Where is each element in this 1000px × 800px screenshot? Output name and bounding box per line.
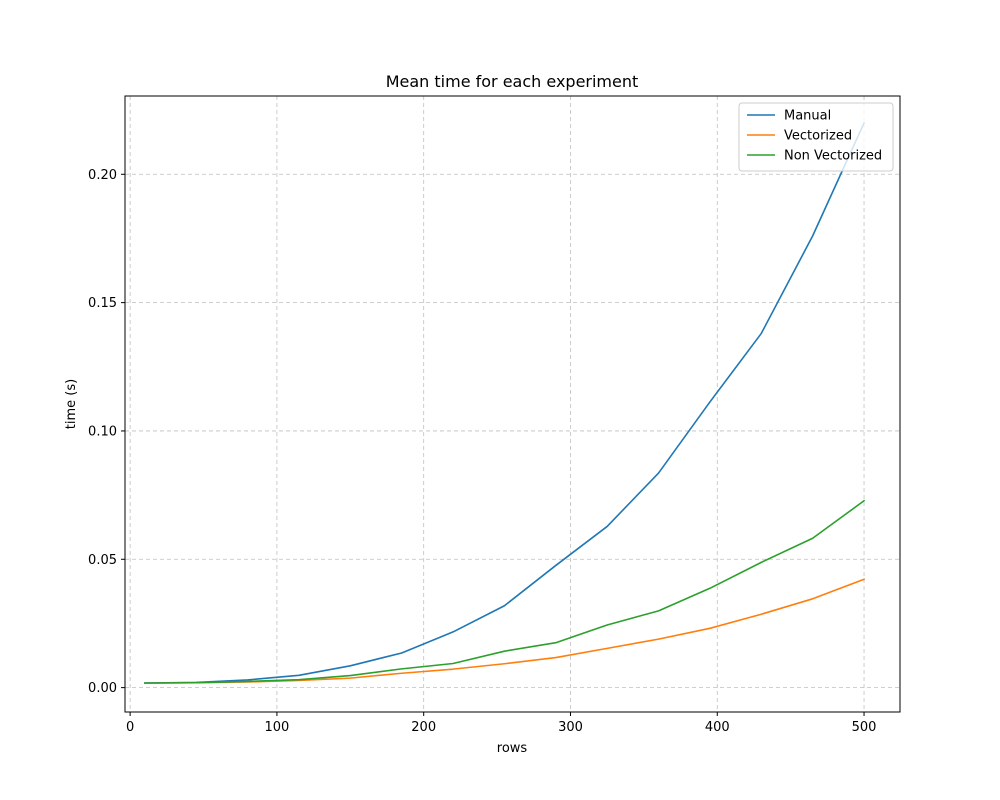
y-tick-label: 0.15 bbox=[88, 296, 117, 311]
series-line-non-vectorized bbox=[144, 499, 866, 684]
ticks-layer: 0 100 200 300 400 500 0.00 0.05 0.10 0.15 0.20 bbox=[88, 168, 876, 735]
legend-label: Non Vectorized bbox=[784, 149, 882, 164]
chart-title: Mean time for each experiment bbox=[386, 72, 639, 91]
series-line-vectorized bbox=[144, 578, 866, 685]
grid-layer bbox=[125, 96, 900, 712]
legend-label: Manual bbox=[784, 109, 831, 124]
plot-frame bbox=[124, 95, 901, 713]
series-line-manual bbox=[144, 121, 866, 684]
y-tick-label: 0.10 bbox=[88, 424, 117, 439]
y-axis-label: time (s) bbox=[64, 379, 79, 429]
x-tick-label: 0 bbox=[126, 720, 134, 735]
x-tick-label: 200 bbox=[411, 720, 436, 735]
series-layer bbox=[144, 121, 866, 685]
legend: Manual Vectorized Non Vectorized bbox=[738, 102, 894, 172]
legend-box bbox=[738, 102, 894, 172]
x-tick-label: 500 bbox=[852, 720, 877, 735]
x-axis-label: rows bbox=[497, 741, 528, 756]
x-tick-label: 400 bbox=[705, 720, 730, 735]
y-tick-label: 0.00 bbox=[88, 681, 117, 696]
y-tick-label: 0.20 bbox=[88, 168, 117, 183]
legend-label: Vectorized bbox=[784, 129, 852, 144]
y-tick-label: 0.05 bbox=[88, 553, 117, 568]
x-tick-label: 300 bbox=[558, 720, 583, 735]
x-tick-label: 100 bbox=[265, 720, 290, 735]
